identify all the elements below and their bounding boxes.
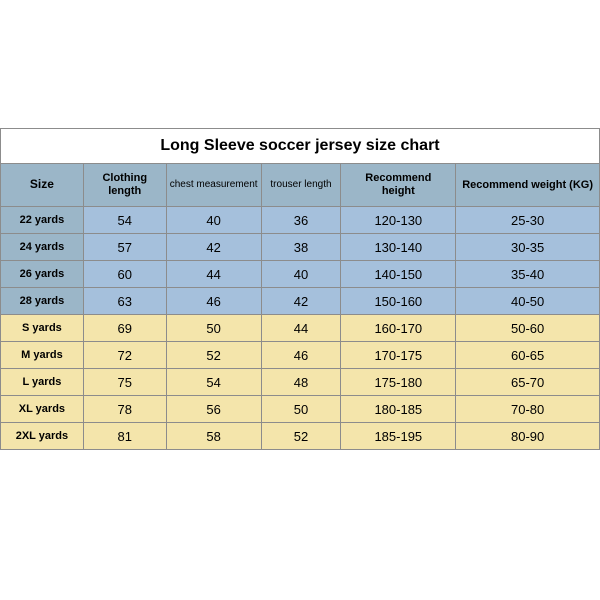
table-cell: 46 [261,342,341,369]
table-cell: 65-70 [456,369,600,396]
table-cell: 56 [166,396,261,423]
table-cell: 170-175 [341,342,456,369]
col-header-clothing-length: Clothinglength [83,164,166,207]
table-cell: 57 [83,234,166,261]
table-cell: 50 [261,396,341,423]
table-cell: 52 [166,342,261,369]
table-cell: 72 [83,342,166,369]
table-cell: 36 [261,207,341,234]
col-header-trouser: trouser length [261,164,341,207]
title-row: Long Sleeve soccer jersey size chart [1,129,600,164]
table-cell: 48 [261,369,341,396]
row-size-label: 26 yards [1,261,84,288]
table-cell: 50 [166,315,261,342]
table-row: 28 yards634642150-16040-50 [1,288,600,315]
table-row: S yards695044160-17050-60 [1,315,600,342]
table-cell: 80-90 [456,423,600,450]
table-cell: 75 [83,369,166,396]
row-size-label: 22 yards [1,207,84,234]
table-cell: 180-185 [341,396,456,423]
table-cell: 150-160 [341,288,456,315]
table-cell: 44 [166,261,261,288]
table-row: 2XL yards815852185-19580-90 [1,423,600,450]
row-size-label: S yards [1,315,84,342]
col-header-clothing-length-text: Clothinglength [102,172,147,197]
table-row: M yards725246170-17560-65 [1,342,600,369]
table-cell: 78 [83,396,166,423]
table-cell: 40 [166,207,261,234]
table-body: 22 yards544036120-13025-3024 yards574238… [1,207,600,450]
table-cell: 63 [83,288,166,315]
table-cell: 185-195 [341,423,456,450]
table-cell: 175-180 [341,369,456,396]
row-size-label: 2XL yards [1,423,84,450]
table-cell: 44 [261,315,341,342]
table-row: 26 yards604440140-15035-40 [1,261,600,288]
col-header-rec-weight: Recommend weight (KG) [456,164,600,207]
table-row: XL yards785650180-18570-80 [1,396,600,423]
table-cell: 81 [83,423,166,450]
row-size-label: XL yards [1,396,84,423]
table-cell: 70-80 [456,396,600,423]
table-cell: 40-50 [456,288,600,315]
row-size-label: L yards [1,369,84,396]
table-row: 22 yards544036120-13025-30 [1,207,600,234]
row-size-label: 24 yards [1,234,84,261]
canvas: Long Sleeve soccer jersey size chart Siz… [0,0,600,600]
size-chart-table: Long Sleeve soccer jersey size chart Siz… [0,128,600,450]
table-cell: 35-40 [456,261,600,288]
table-row: 24 yards574238130-14030-35 [1,234,600,261]
table-cell: 52 [261,423,341,450]
table-cell: 42 [261,288,341,315]
col-header-size: Size [1,164,84,207]
table-cell: 50-60 [456,315,600,342]
col-header-rec-height: Recommendheight [341,164,456,207]
table-cell: 30-35 [456,234,600,261]
col-header-rec-height-text: Recommendheight [365,172,431,197]
table-cell: 69 [83,315,166,342]
table-cell: 160-170 [341,315,456,342]
row-size-label: 28 yards [1,288,84,315]
header-row: Size Clothinglength chest measurement tr… [1,164,600,207]
table-cell: 130-140 [341,234,456,261]
col-header-chest: chest measurement [166,164,261,207]
table-cell: 140-150 [341,261,456,288]
row-size-label: M yards [1,342,84,369]
table-cell: 60-65 [456,342,600,369]
table-cell: 54 [166,369,261,396]
table-cell: 38 [261,234,341,261]
table-row: L yards755448175-18065-70 [1,369,600,396]
table-cell: 42 [166,234,261,261]
table-cell: 46 [166,288,261,315]
table-cell: 40 [261,261,341,288]
table-cell: 60 [83,261,166,288]
table-cell: 58 [166,423,261,450]
table-cell: 25-30 [456,207,600,234]
table-cell: 54 [83,207,166,234]
table-title: Long Sleeve soccer jersey size chart [1,129,600,164]
table-cell: 120-130 [341,207,456,234]
